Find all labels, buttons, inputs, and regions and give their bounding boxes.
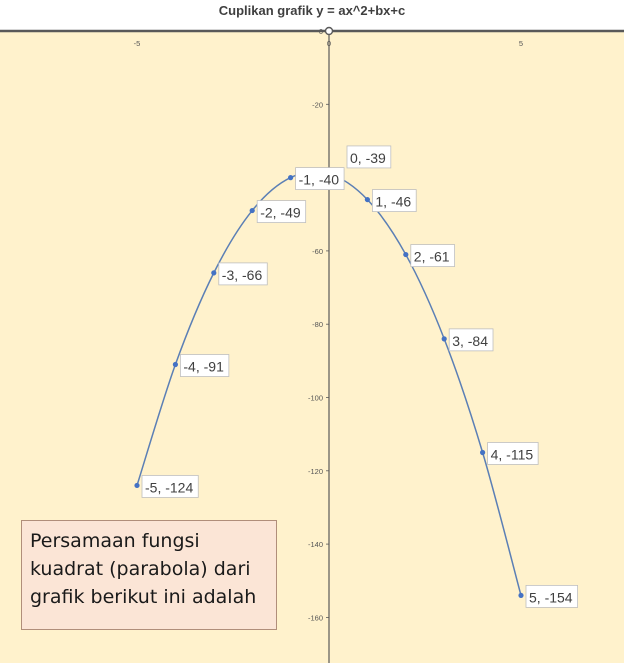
data-label: -3, -66	[218, 262, 268, 286]
data-point	[364, 196, 370, 203]
chart-title: Cuplikan grafik y = ax^2+bx+c	[218, 3, 406, 18]
data-point	[134, 482, 140, 489]
svg-text:1, -46: 1, -46	[375, 194, 411, 210]
x-tick-label: 0	[327, 39, 331, 48]
data-label: -4, -91	[179, 354, 230, 377]
data-label: 1, -46	[371, 189, 417, 212]
data-label: 5, -154	[525, 585, 578, 608]
question-box: Persamaan fungsi kuadrat (parabola) dari…	[21, 520, 277, 630]
data-point	[480, 449, 486, 456]
y-tick-label: -80	[312, 320, 323, 329]
data-point	[211, 270, 217, 276]
question-line: grafik berikut ini adalah	[30, 586, 257, 608]
svg-text:-3, -66: -3, -66	[222, 267, 263, 283]
data-point	[172, 361, 178, 368]
svg-text:5, -154: 5, -154	[529, 589, 573, 605]
y-tick-label: 0	[319, 27, 323, 36]
x-tick-label: -5	[134, 39, 141, 48]
data-label: 2, -61	[410, 244, 456, 267]
data-label: 0, -39	[346, 145, 392, 169]
svg-text:4, -115: 4, -115	[491, 446, 534, 462]
question-line: Persamaan fungsi	[30, 530, 200, 552]
svg-text:-4, -91: -4, -91	[183, 359, 224, 375]
data-label: 3, -84	[448, 328, 494, 352]
data-label: -5, -124	[141, 475, 199, 498]
question-line: kuadrat (parabola) dari	[30, 558, 251, 580]
data-label: -2, -49	[256, 200, 307, 223]
data-point	[403, 251, 409, 258]
data-point	[441, 336, 447, 342]
data-point	[288, 175, 294, 181]
y-tick-label: -120	[308, 467, 323, 476]
svg-text:0, -39: 0, -39	[350, 150, 386, 166]
y-tick-label: -60	[312, 247, 323, 256]
x-tick-label: 5	[519, 39, 523, 48]
data-point	[249, 207, 255, 214]
svg-text:3, -84: 3, -84	[452, 333, 488, 349]
svg-text:-1, -40: -1, -40	[299, 172, 340, 188]
data-point	[518, 592, 524, 599]
svg-text:-2, -49: -2, -49	[260, 205, 301, 221]
y-tick-label: -20	[312, 100, 323, 109]
data-label: -1, -40	[295, 167, 345, 191]
origin-marker	[324, 26, 334, 36]
y-tick-label: -100	[308, 394, 323, 403]
svg-text:-5, -124: -5, -124	[145, 479, 193, 495]
y-tick-label: -140	[308, 540, 323, 549]
svg-text:2, -61: 2, -61	[414, 249, 450, 265]
y-tick-label: -160	[308, 613, 323, 622]
data-label: 4, -115	[487, 442, 539, 465]
